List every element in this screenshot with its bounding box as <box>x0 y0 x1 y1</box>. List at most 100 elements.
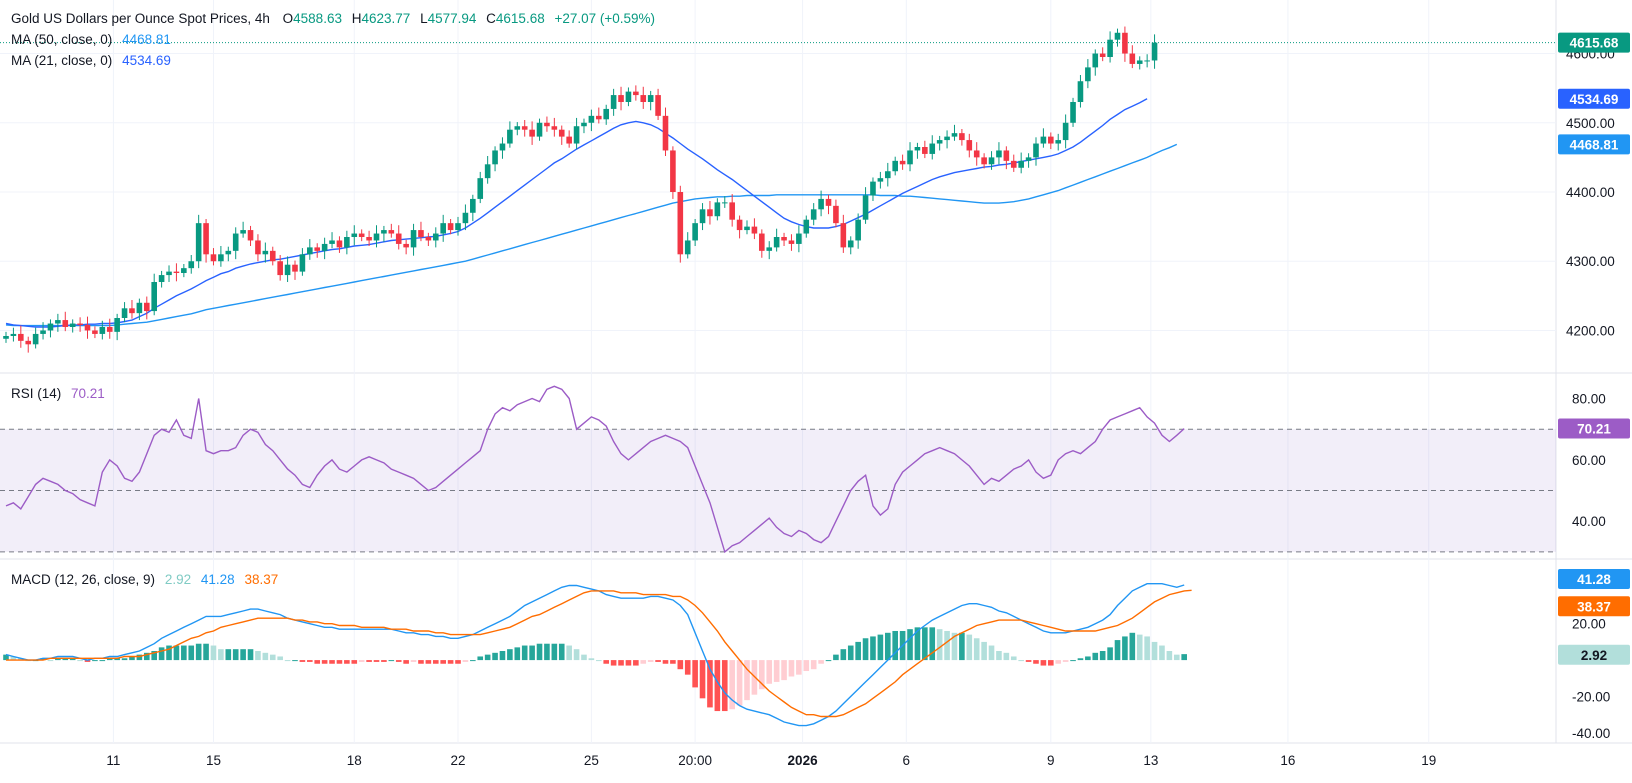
macd-histogram-bar <box>507 649 513 661</box>
macd-histogram-bar <box>166 645 172 661</box>
candle-body <box>825 198 832 206</box>
macd-histogram-bar <box>773 660 780 682</box>
candle-body <box>18 333 24 341</box>
macd-histogram-bar <box>855 641 861 661</box>
candle-body <box>1055 140 1062 144</box>
macd-histogram-bar <box>1085 656 1091 661</box>
macd-histogram-bar <box>655 660 661 662</box>
macd-histogram-bar <box>358 660 365 662</box>
macd-histogram-bar <box>1077 658 1084 661</box>
macd-histogram-bar <box>840 649 847 661</box>
ma21-badge: 4534.69 <box>1570 92 1619 107</box>
candle-body <box>529 129 535 137</box>
macd-histogram-bar <box>640 660 647 664</box>
macd-histogram-bar <box>366 660 372 662</box>
candle-body <box>573 126 580 144</box>
chart-title[interactable]: Gold US Dollars per Ounce Spot Prices, 4… <box>11 11 270 26</box>
time-axis[interactable]: 11 15 18 22 25 20:00 2026 6 9 13 16 19 <box>106 753 1436 768</box>
macd-histogram-bar <box>158 647 165 661</box>
candle-body <box>1025 157 1032 161</box>
macd-tick-label: -20.00 <box>1572 690 1610 705</box>
macd-histogram-bar <box>492 652 498 661</box>
macd-histogram-bar <box>514 647 521 661</box>
macd-histogram-bar <box>188 645 195 661</box>
macd-histogram-bar <box>1099 651 1106 661</box>
macd-histogram-bar <box>944 630 950 661</box>
candle-body <box>507 129 513 144</box>
candle-body <box>1040 136 1047 144</box>
candle-body <box>247 230 254 241</box>
candle-body <box>855 219 861 241</box>
candle-body <box>388 230 395 234</box>
macd-histogram-bar <box>410 660 417 662</box>
ma50-line <box>5 143 1178 327</box>
candle-body <box>988 157 995 165</box>
candle-body <box>403 243 409 248</box>
macd-histogram-bar <box>870 636 876 661</box>
macd-histogram-bar <box>959 632 965 661</box>
candle-body <box>788 240 795 244</box>
candle-body <box>77 323 83 325</box>
price-axis[interactable]: 4200.004300.004400.004500.004600.0040.00… <box>1566 47 1615 741</box>
candle-body <box>358 233 365 237</box>
macd-histogram-bar <box>99 660 106 662</box>
candle-body <box>32 333 39 345</box>
candle-body <box>195 223 202 262</box>
macd-histogram-bar <box>247 649 254 661</box>
candle-body <box>736 219 743 231</box>
candle-body <box>1070 102 1076 123</box>
macd-histogram-bar <box>1114 640 1121 661</box>
macd-histogram-bar <box>1129 632 1136 661</box>
macd-histogram-bar <box>425 660 432 664</box>
last-price-badge: 4615.68 <box>1570 36 1619 51</box>
macd-tick-label: 20.00 <box>1572 617 1606 632</box>
candle-body <box>69 323 76 327</box>
candle-body <box>3 336 9 339</box>
candle-body <box>536 122 543 137</box>
macd-histogram-bar <box>321 660 328 664</box>
macd-histogram-bar <box>803 660 810 672</box>
hist-badge-bg <box>1558 644 1630 665</box>
signal-badge-bg <box>1558 596 1630 617</box>
candle-body <box>1129 53 1136 64</box>
ma50-label: MA (50, close, 0) <box>11 32 113 47</box>
macd-histogram-bar <box>907 629 913 661</box>
time-tick-label: 11 <box>106 753 120 768</box>
macd-histogram-bar <box>729 660 735 710</box>
macd-histogram-bar <box>1062 660 1069 662</box>
macd-histogram-bar <box>1092 652 1099 661</box>
macd-histogram-bar <box>670 660 676 664</box>
candle-body <box>551 126 558 130</box>
candle-body <box>558 129 565 137</box>
macd-histogram-bar <box>796 660 802 675</box>
candle-body <box>744 226 750 231</box>
candle-body <box>1018 160 1024 168</box>
macd-histogram-bar <box>173 645 180 661</box>
open-label: O <box>282 11 294 26</box>
candle-body <box>751 226 758 234</box>
ma21-legend[interactable]: MA (21, close, 0) 4534.69 <box>11 51 171 71</box>
candle-body <box>425 237 432 241</box>
macd-histogram-bar <box>269 654 276 661</box>
candle-body <box>455 223 461 231</box>
candle-body <box>477 178 484 199</box>
rsi-legend[interactable]: RSI (14) 70.21 <box>11 384 105 404</box>
candle-body <box>40 330 46 334</box>
candle-body <box>143 302 150 312</box>
macd-histogram-bar <box>1136 634 1143 661</box>
ma50-legend[interactable]: MA (50, close, 0) 4468.81 <box>11 30 171 50</box>
candle-body <box>1003 150 1010 161</box>
macd-histogram-bar <box>284 660 291 662</box>
macd-histogram-bar <box>329 660 335 664</box>
macd-legend[interactable]: MACD (12, 26, close, 9) 2.92 41.28 38.37 <box>11 570 278 590</box>
macd-histogram-bar <box>1159 645 1165 661</box>
change-value: +27.07 (+0.59%) <box>554 11 656 26</box>
macd-histogram-bar <box>766 660 773 684</box>
macd-histogram-bar <box>529 645 535 661</box>
macd-histogram-bar <box>336 660 343 664</box>
candle-body <box>603 108 610 120</box>
candle-body <box>766 247 773 251</box>
candle-body <box>1122 32 1128 54</box>
candle-body <box>351 233 358 237</box>
